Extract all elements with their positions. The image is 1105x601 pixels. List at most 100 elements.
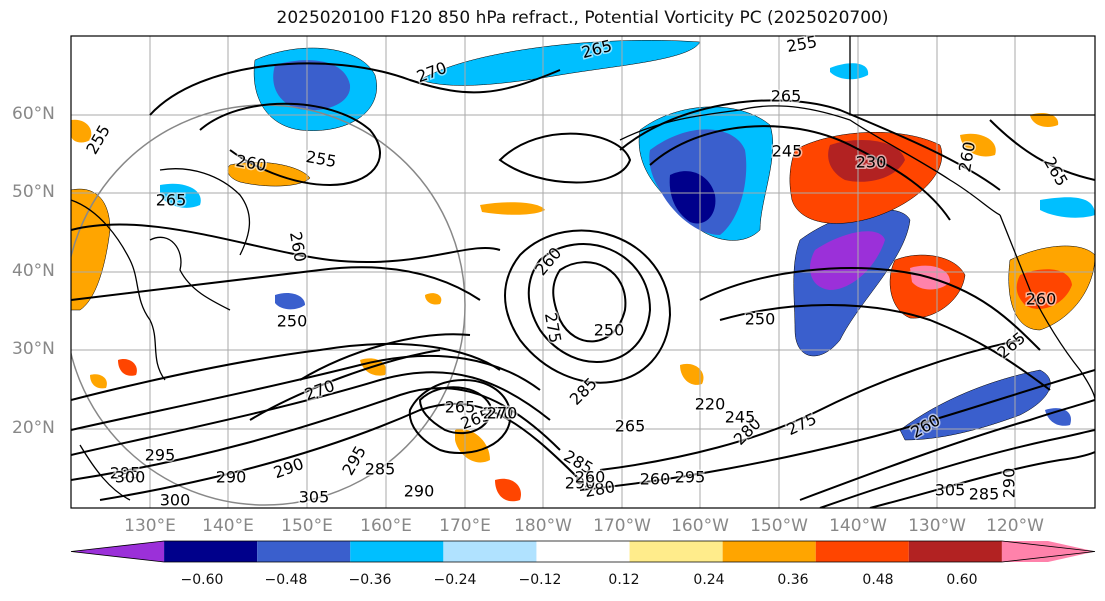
pv-fill-positive-strong [828,140,905,182]
lon-label: 160°E [360,516,412,536]
contour-label: 260 [286,230,310,263]
contour-label: 265 [615,417,646,436]
lon-label: 130°W [908,516,966,536]
contour-label: 250 [277,312,308,331]
contour-label: 230 [856,153,887,172]
map-frame [70,35,1096,509]
graticule [71,36,1095,508]
contour-label: 270 [487,404,518,423]
pv-fill-negative [899,369,1051,441]
lat-label: 30°N [12,339,55,359]
pv-fill-positive [480,202,545,215]
coastlines [71,36,1095,501]
contour-label: 295 [145,446,176,465]
colorbar-swatch [1001,541,1095,562]
pv-fill-negative-darkest [669,171,716,224]
contour-label: 250 [745,310,776,329]
colorbar-tick-label: 0.24 [693,572,725,588]
colorbar-swatch [815,541,909,562]
contour-label: 245 [725,408,756,427]
lon-label: 170°E [439,516,491,536]
colorbar-swatch [71,541,165,562]
pv-fill-negative-strong [273,60,351,111]
contour-label: 275 [541,311,565,344]
contour-label: 245 [772,142,803,161]
colorbar-tick-label: −0.60 [180,572,224,588]
contour-label: 255 [785,32,818,56]
colorbar-tick-label: 0.12 [608,572,640,588]
contour-label: 290 [1000,468,1019,499]
colorbar-swatch [722,541,816,562]
pv-fill-positive [495,478,521,502]
colorbar-tick-label: 0.60 [946,572,978,588]
contour-label: 270 [483,404,514,423]
colorbar-swatch [536,541,630,562]
colorbar-tick-label: −0.12 [518,572,562,588]
pv-fill-negative [1040,197,1095,218]
pv-fill-negative [275,293,305,310]
lon-label: 120°W [986,516,1044,536]
colorbar-tick-label: 0.48 [862,572,894,588]
contour-label: 295 [110,464,141,483]
contour-label: 300 [160,491,191,510]
contour-label: 260 [1026,290,1057,309]
contour-label: 305 [299,488,330,507]
contour-label: 260 [640,470,671,489]
lon-label: 130°E [124,516,176,536]
colorbar [70,540,1096,563]
contour-label: 265 [156,191,187,210]
colorbar-swatch [629,541,723,562]
contour-label: 295 [675,468,706,487]
lon-label: 140°E [202,516,254,536]
contour-label: 290 [271,454,306,482]
pv-fill-positive [90,374,107,389]
pv-fill-negative [830,63,869,80]
lon-label: 150°E [281,516,333,536]
pv-fill-positive [227,162,311,187]
contour-label: 285 [365,460,396,479]
colorbar-swatch [350,541,444,562]
colorbar-tick-label: −0.36 [348,572,392,588]
contour-label: 260 [575,468,606,487]
map-title: 2025020100 F120 850 hPa refract., Potent… [276,8,889,28]
contour-label: 265 [771,87,802,106]
colorbar-swatch [257,541,351,562]
contour-label: 285 [969,485,1000,504]
pv-fill-positive [1030,113,1059,127]
colorbar-swatch [164,541,258,562]
colorbar-tick-label: −0.24 [433,572,477,588]
contour-label: 300 [115,468,146,487]
pv-fill-negative [160,183,201,208]
colorbar-swatch [908,541,1002,562]
contour-label: 305 [935,481,966,500]
lon-label: 140°W [829,516,887,536]
contour-label: 265 [1040,154,1072,190]
refractivity-contours [71,62,1095,508]
pv-fill-positive-strong [1016,269,1072,309]
contour-label: 290 [565,474,596,493]
lon-label: 180°W [514,516,572,536]
contour-label: 290 [404,482,435,501]
pv-fill-positive [71,119,92,143]
lat-label: 60°N [12,104,55,124]
contour-label: 250 [594,321,625,340]
pv-fill-negative-purple [810,231,885,290]
colorbar-tick-label: 0.36 [777,572,809,588]
contour-label: 265 [445,398,476,417]
contour-label: 285 [566,374,601,409]
contour-label: 260 [955,140,979,173]
colorbar-swatch [443,541,537,562]
pv-fill-positive [960,133,996,157]
pv-fill-positive [118,359,137,376]
lat-label: 20°N [12,418,55,438]
lon-label: 150°W [750,516,808,536]
lon-label: 170°W [593,516,651,536]
lon-label: 160°W [671,516,729,536]
contour-label: 290 [216,468,247,487]
pv-fill-negative [419,40,701,86]
pv-fill-positive [455,429,490,463]
lat-label: 40°N [12,261,55,281]
pv-fill-positive [680,363,704,385]
lat-label: 50°N [12,182,55,202]
